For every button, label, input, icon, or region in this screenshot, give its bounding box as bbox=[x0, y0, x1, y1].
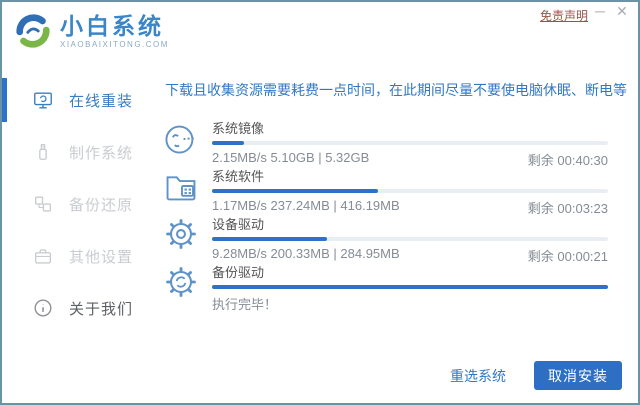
close-button[interactable]: ✕ bbox=[616, 3, 628, 19]
app-subtitle: XIAOBAIXITONG.COM bbox=[60, 40, 169, 49]
cancel-install-button[interactable]: 取消安装 bbox=[534, 361, 622, 390]
disclaimer-link[interactable]: 免责声明 bbox=[539, 9, 588, 23]
task-list: 系统镜像 2.15MB/s 5.10GB | 5.32GB 剩余 00:40:3… bbox=[162, 119, 638, 312]
task-stats: 2.15MB/s 5.10GB | 5.32GB bbox=[212, 150, 370, 165]
progress-bar bbox=[212, 237, 608, 241]
briefcase-icon bbox=[34, 249, 52, 264]
progress-fill bbox=[212, 141, 244, 145]
active-item-indicator bbox=[2, 78, 7, 122]
task-row-device-driver: 设备驱动 9.28MB/s 200.33MB | 284.95MB 剩余 00:… bbox=[162, 215, 638, 264]
mascot-face-icon bbox=[162, 119, 200, 157]
header: 小白系统 XIAOBAIXITONG.COM 免责声明 ─ ✕ bbox=[2, 2, 638, 62]
task-remaining: 剩余 00:03:23 bbox=[527, 201, 608, 216]
progress-fill bbox=[212, 285, 608, 289]
sidebar-item-label: 其他设置 bbox=[69, 248, 134, 266]
usb-drive-icon bbox=[39, 143, 47, 161]
gear-icon bbox=[162, 215, 200, 253]
app-logo-icon bbox=[16, 14, 50, 48]
sidebar-item-online-reinstall[interactable]: 在线重装 bbox=[2, 74, 160, 126]
sidebar-item-other-settings[interactable]: 其他设置 bbox=[2, 230, 160, 282]
sidebar-item-backup-restore[interactable]: 备份还原 bbox=[2, 178, 160, 230]
task-row-system-image: 系统镜像 2.15MB/s 5.10GB | 5.32GB 剩余 00:40:3… bbox=[162, 119, 638, 168]
task-remaining: 剩余 00:00:21 bbox=[527, 249, 608, 264]
task-name: 设备驱动 bbox=[212, 217, 265, 232]
task-name: 系统镜像 bbox=[212, 121, 265, 136]
main-panel: 下载且收集资源需要耗费一点时间，在此期间尽量不要使电脑休眠、断电等 系统镜像 bbox=[160, 62, 638, 403]
task-row-backup-driver: 备份驱动 执行完毕！ bbox=[162, 263, 638, 312]
task-name: 系统软件 bbox=[212, 169, 265, 184]
sidebar-item-make-system[interactable]: 制作系统 bbox=[2, 126, 160, 178]
progress-bar bbox=[212, 189, 608, 193]
backup-restore-icon bbox=[34, 196, 52, 212]
app-title: 小白系统 bbox=[60, 13, 164, 39]
progress-bar bbox=[212, 141, 608, 145]
sidebar-item-label: 关于我们 bbox=[69, 300, 134, 318]
brand: 小白系统 XIAOBAIXITONG.COM bbox=[60, 13, 169, 49]
task-remaining: 剩余 00:40:30 bbox=[527, 153, 608, 168]
notice-text: 下载且收集资源需要耗费一点时间，在此期间尽量不要使电脑休眠、断电等 bbox=[165, 82, 627, 98]
task-stats: 1.17MB/s 237.24MB | 416.19MB bbox=[212, 198, 400, 213]
sidebar-item-label: 制作系统 bbox=[69, 144, 134, 162]
task-row-system-software: 系统软件 1.17MB/s 237.24MB | 416.19MB 剩余 00:… bbox=[162, 167, 638, 216]
monitor-refresh-icon bbox=[34, 92, 52, 109]
folder-apps-icon bbox=[162, 167, 200, 205]
sidebar: 在线重装 制作系统 备份还原 其他设置 bbox=[2, 62, 160, 403]
sidebar-item-label: 在线重装 bbox=[69, 92, 134, 110]
footer-actions: 重选系统 取消安装 bbox=[450, 361, 622, 390]
sidebar-item-label: 备份还原 bbox=[69, 196, 134, 214]
progress-fill bbox=[212, 237, 327, 241]
task-status: 执行完毕！ bbox=[212, 297, 278, 312]
gear-sync-icon bbox=[162, 263, 200, 301]
task-name: 备份驱动 bbox=[212, 265, 265, 280]
task-stats: 9.28MB/s 200.33MB | 284.95MB bbox=[212, 246, 400, 261]
sidebar-item-about-us[interactable]: 关于我们 bbox=[2, 282, 160, 334]
reselect-system-button[interactable]: 重选系统 bbox=[450, 367, 506, 384]
progress-bar bbox=[212, 285, 608, 289]
progress-fill bbox=[212, 189, 379, 193]
minimize-button[interactable]: ─ bbox=[595, 3, 605, 19]
info-icon bbox=[34, 299, 52, 317]
